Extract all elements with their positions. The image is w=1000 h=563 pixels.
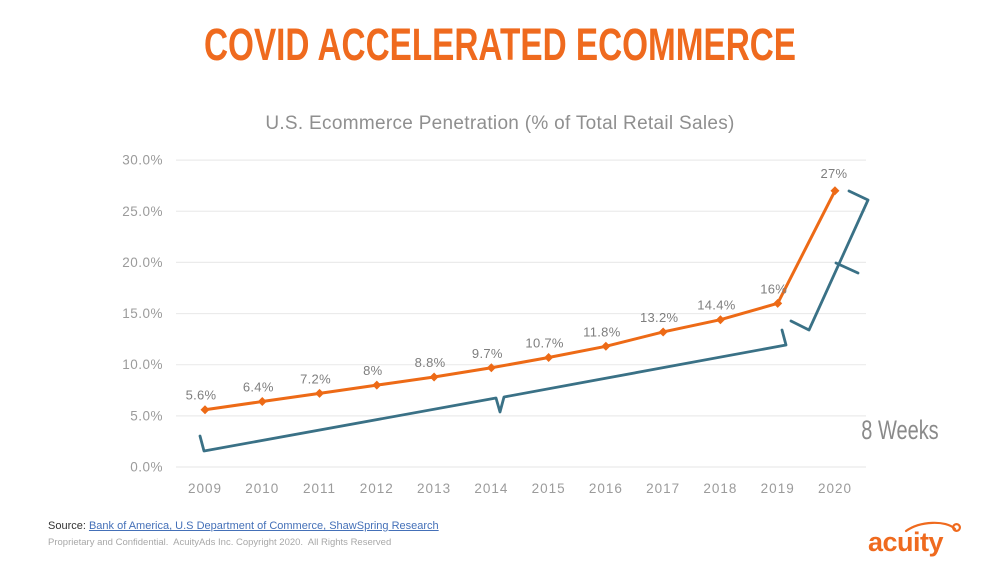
data-point-marker bbox=[200, 405, 210, 415]
data-point-label: 8.8% bbox=[415, 355, 446, 370]
line-chart: 30.0% 25.0% 20.0% 15.0% 10.0% 5.0% 0.0% 2009 201… bbox=[122, 153, 870, 496]
x-tick-label: 2013 bbox=[417, 481, 451, 496]
x-tick-label: 2009 bbox=[188, 481, 222, 496]
data-point-marker bbox=[429, 372, 439, 382]
data-point-label: 11.8% bbox=[583, 324, 621, 339]
acuity-logo: acuity bbox=[868, 521, 961, 557]
data-point-marker bbox=[658, 327, 668, 337]
data-point-marker bbox=[372, 380, 382, 390]
slide-title: COVID ACCELERATED ECOMMERCE bbox=[0, 22, 1000, 67]
data-point-label: 27% bbox=[821, 166, 848, 181]
legal-line: Proprietary and Confidential. AcuityAds … bbox=[48, 537, 392, 548]
y-tick-label: 10.0% bbox=[122, 357, 163, 372]
footer: Source: Bank of America, U.S Department … bbox=[48, 520, 439, 548]
source-link[interactable]: Bank of America, U.S Department of Comme… bbox=[88, 520, 439, 532]
data-point-marker bbox=[715, 315, 725, 325]
brace-8-weeks bbox=[789, 189, 870, 332]
brace-10-years bbox=[198, 328, 788, 453]
y-tick-label: 15.0% bbox=[122, 306, 163, 321]
data-point-label: 5.6% bbox=[186, 388, 217, 403]
x-tick-label: 2015 bbox=[532, 481, 566, 496]
source-line: Source: Bank of America, U.S Department … bbox=[48, 520, 439, 532]
x-tick-label: 2010 bbox=[245, 481, 279, 496]
y-tick-label: 20.0% bbox=[122, 255, 163, 270]
data-point-marker bbox=[315, 388, 325, 398]
x-tick-label: 2011 bbox=[303, 481, 336, 496]
data-point-marker bbox=[486, 363, 496, 373]
logo-ring-icon bbox=[951, 522, 961, 533]
data-point-label: 6.4% bbox=[243, 380, 274, 395]
y-tick-label: 0.0% bbox=[130, 460, 163, 475]
x-tick-label: 2020 bbox=[818, 481, 852, 496]
annotation-label-8-weeks: 8 Weeks bbox=[861, 415, 939, 445]
x-tick-label: 2012 bbox=[360, 481, 394, 496]
chart-area: 30.0% 25.0% 20.0% 15.0% 10.0% 5.0% 0.0% 2009 201… bbox=[0, 140, 1000, 520]
y-tick-label: 5.0% bbox=[130, 408, 163, 423]
source-prefix: Source: bbox=[48, 520, 89, 532]
data-point-label: 8% bbox=[363, 363, 383, 378]
data-point-marker bbox=[257, 397, 267, 407]
data-point-marker bbox=[830, 186, 840, 196]
x-tick-label: 2014 bbox=[474, 481, 508, 496]
data-point-marker bbox=[601, 341, 611, 351]
x-tick-label: 2018 bbox=[703, 481, 737, 496]
slide-title-text: COVID ACCELERATED ECOMMERCE bbox=[203, 19, 797, 70]
data-point-marker bbox=[544, 353, 554, 363]
data-point-label: 14.4% bbox=[697, 298, 736, 313]
data-point-label: 16% bbox=[760, 281, 787, 296]
data-point-label: 7.2% bbox=[300, 371, 331, 386]
data-point-label: 13.2% bbox=[640, 310, 679, 325]
x-tick-label: 2016 bbox=[589, 481, 623, 496]
data-point-marker bbox=[773, 298, 783, 308]
y-tick-label: 25.0% bbox=[122, 204, 163, 219]
x-tick-label: 2017 bbox=[646, 481, 680, 496]
chart-title: U.S. Ecommerce Penetration (% of Total R… bbox=[265, 113, 735, 134]
data-point-label: 10.7% bbox=[525, 336, 564, 351]
x-tick-label: 2019 bbox=[761, 481, 795, 496]
trend-line bbox=[203, 189, 837, 412]
y-tick-label: 30.0% bbox=[122, 153, 163, 168]
data-point-label: 9.7% bbox=[472, 346, 503, 361]
